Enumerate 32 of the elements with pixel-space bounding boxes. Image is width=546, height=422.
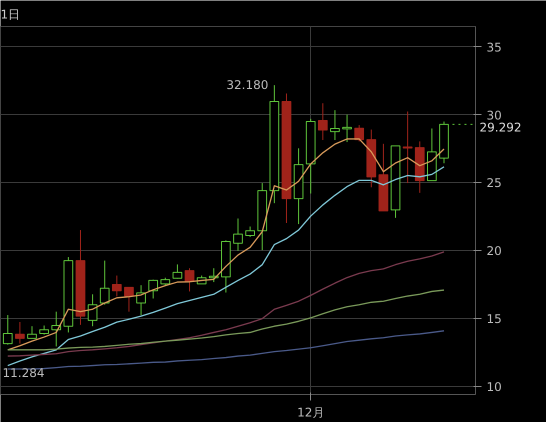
y-tick-label: 35 [486,40,502,54]
candlestick [402,111,413,184]
y-tick-label: 10 [486,380,502,394]
y-tick-label: 25 [486,176,502,190]
line-series [7,330,445,370]
candlestick [88,294,98,327]
candlestick [354,124,364,142]
candlestick [172,264,182,280]
candlestick [184,268,194,292]
line-series [7,166,445,366]
candlestick [15,321,25,344]
ref-line-label: 29.292 [480,120,522,134]
x-tick-label: 12月 [297,406,324,420]
candlestick [136,284,146,316]
candlestick [330,110,340,141]
y-tick-label: 15 [486,312,502,326]
candlestick [245,226,255,238]
annotation: 32.180 [226,78,268,92]
candlestick [27,326,37,339]
chart-subtitle: 1日 [0,8,20,22]
candlestick [342,114,352,143]
candlestick [112,275,122,297]
candlestick [233,218,243,252]
line-series [7,251,445,357]
annotation: 11.284 [2,366,44,380]
candlestick [39,325,49,336]
y-tick-label: 30 [486,108,502,122]
candlestick [100,260,110,306]
y-tick-label: 20 [486,244,502,258]
candlestick [124,286,134,312]
candlestick [318,102,328,141]
line-series [7,289,445,350]
